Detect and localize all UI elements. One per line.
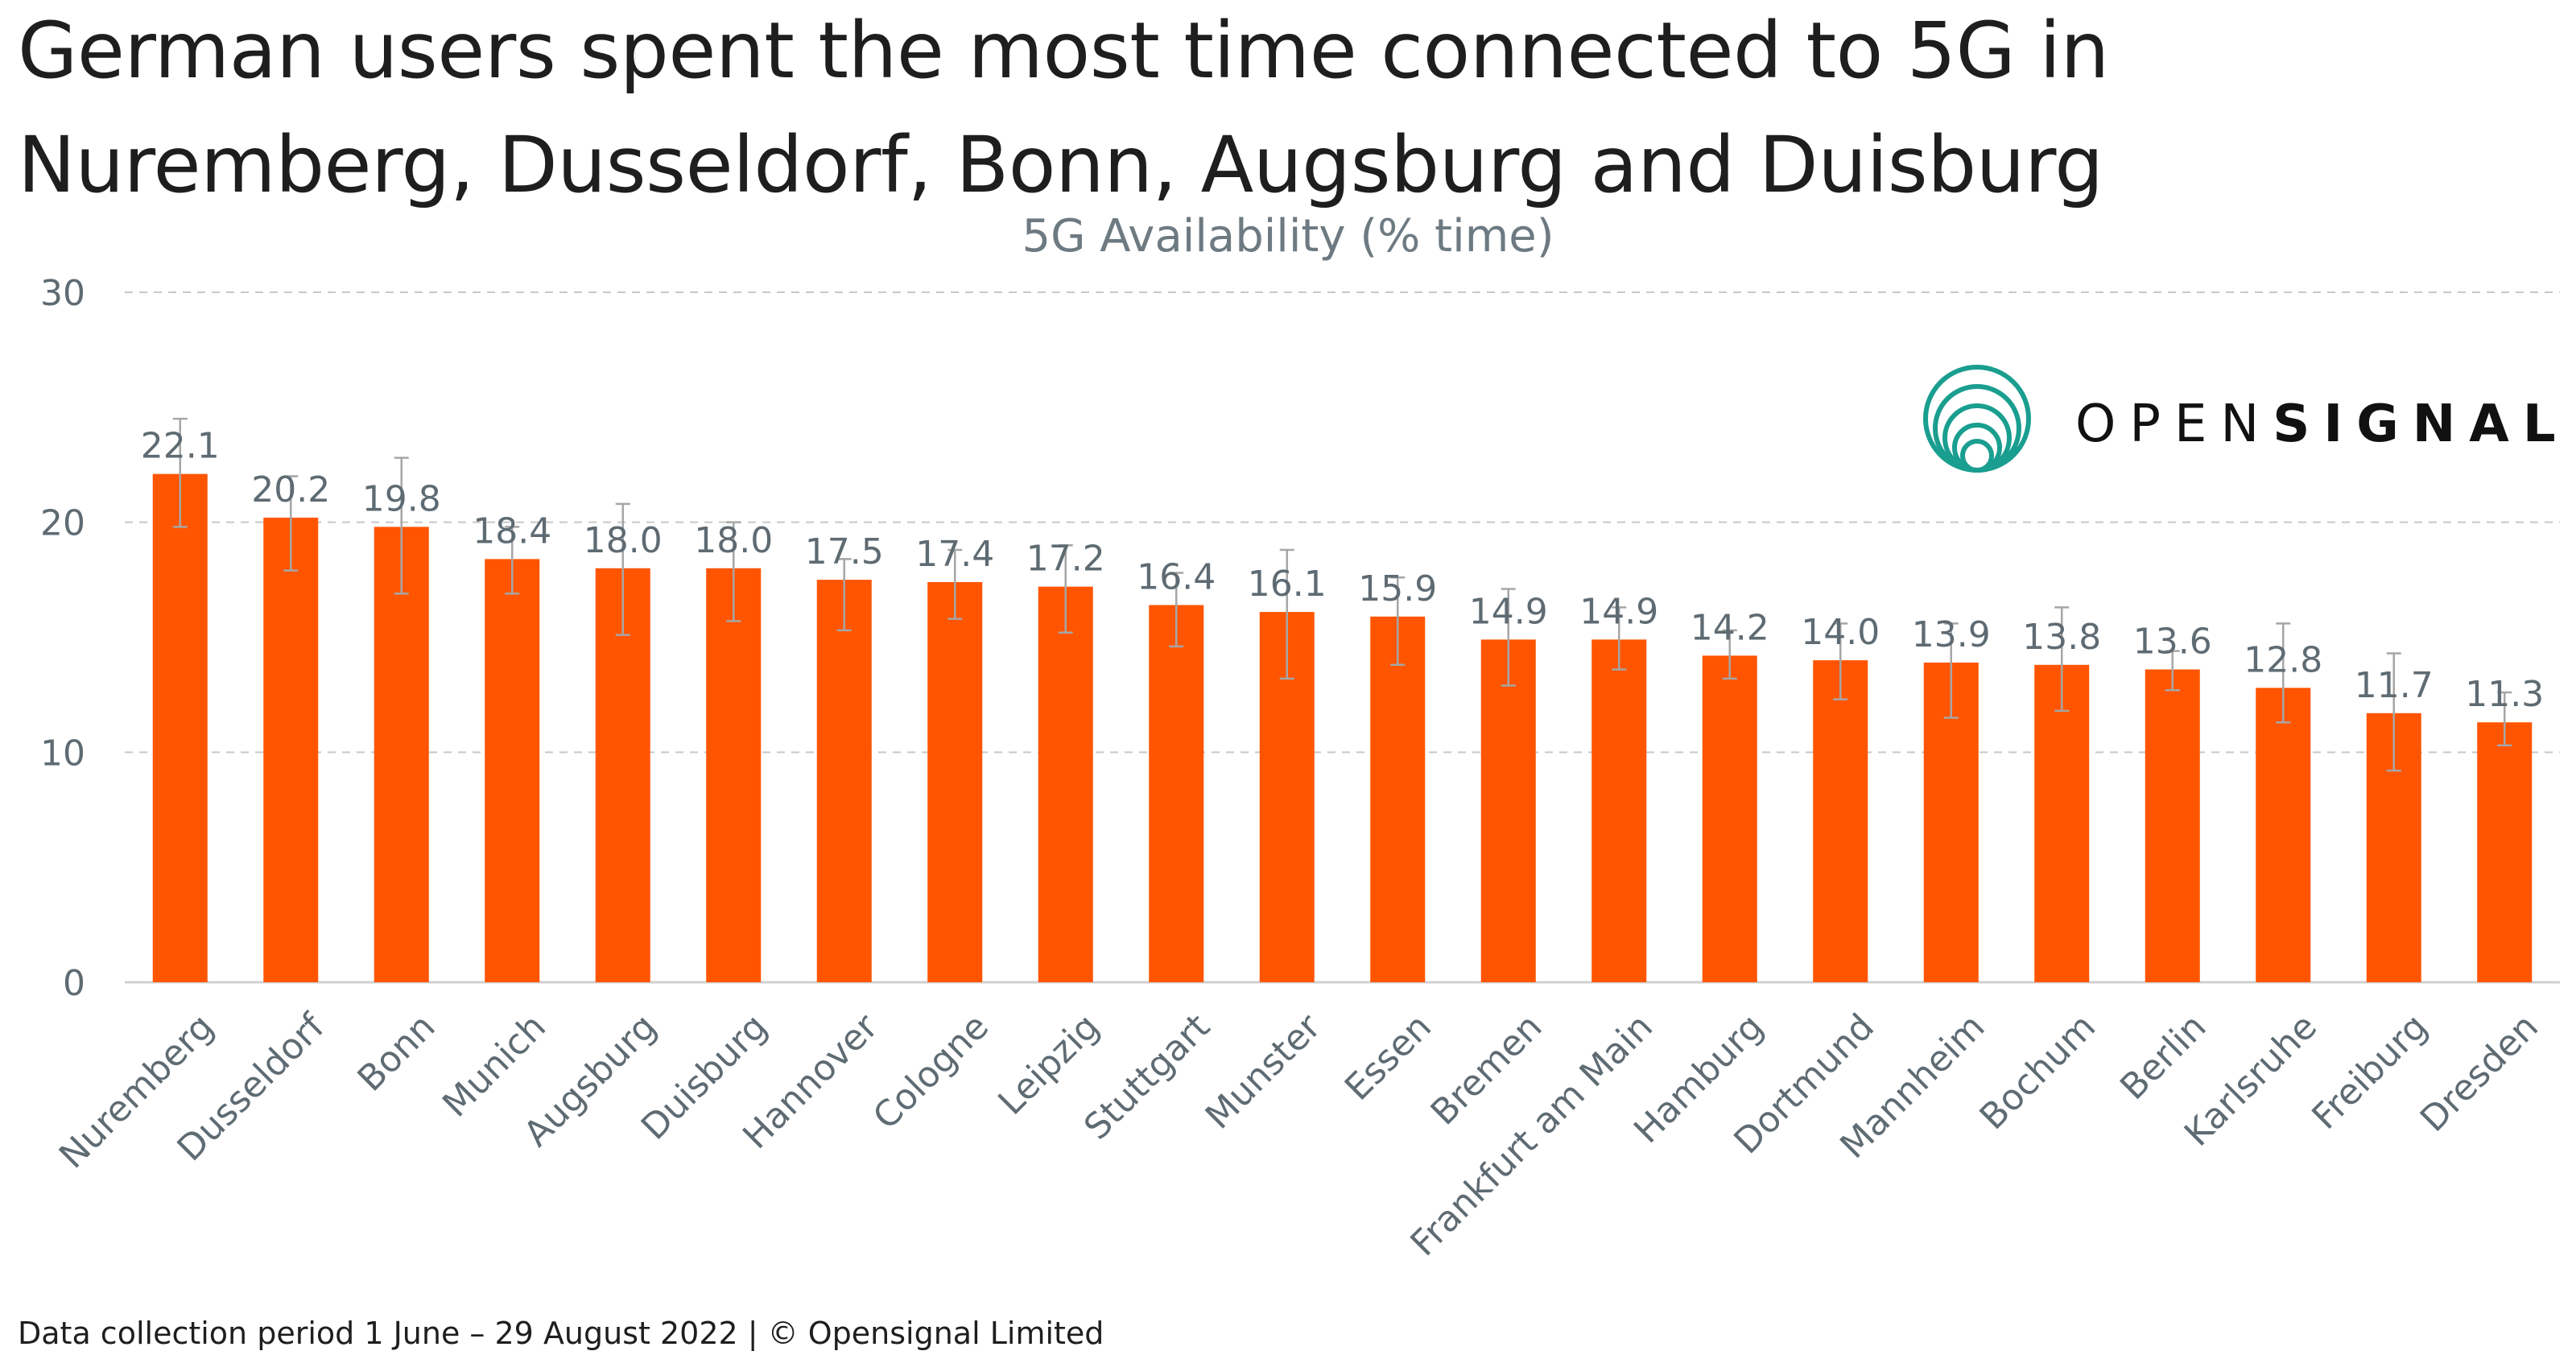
bar: [2034, 664, 2090, 982]
value-label: 14.0: [1801, 612, 1880, 653]
y-tick-label: 30: [40, 273, 85, 314]
value-label: 11.3: [2465, 674, 2544, 715]
value-label: 14.9: [1579, 591, 1658, 632]
value-label: 18.0: [584, 520, 663, 561]
x-tick-label: Essen: [1337, 1006, 1439, 1109]
footer-source-note: Data collection period 1 June – 29 Augus…: [18, 1316, 1104, 1351]
x-tick-label: Freiburg: [2304, 1006, 2435, 1138]
bars: [152, 473, 2533, 982]
bar: [1702, 655, 1757, 982]
value-label: 17.2: [1026, 539, 1105, 580]
x-tick-label: Cologne: [865, 1006, 997, 1138]
y-tick-label: 10: [40, 733, 85, 774]
value-label: 17.5: [805, 531, 884, 572]
y-tick-label: 0: [63, 963, 85, 1004]
error-bar: [172, 417, 188, 528]
x-tick-label: Munster: [1198, 1006, 1329, 1137]
error-bar: [1612, 606, 1627, 671]
bar: [1038, 586, 1093, 982]
bar: [2256, 688, 2311, 982]
value-label: 22.1: [141, 426, 220, 467]
headline-line-2: Nuremberg, Dusseldorf, Bonn, Augsburg an…: [18, 120, 2103, 210]
value-label: 18.4: [473, 510, 551, 552]
error-bar: [2165, 650, 2180, 692]
error-bar: [726, 521, 741, 622]
error-bar: [2497, 691, 2512, 747]
bar: [2477, 722, 2533, 982]
y-axis-ticks: 0 10 20 30: [40, 273, 85, 1004]
bar: [927, 581, 983, 982]
opensignal-wordmark-open: OPEN: [2075, 395, 2273, 454]
error-bar: [1501, 588, 1516, 687]
error-bar: [2054, 606, 2070, 713]
value-label: 14.9: [1469, 591, 1548, 632]
value-label: 16.1: [1248, 564, 1327, 605]
value-label: 20.2: [251, 469, 330, 510]
error-bars: [172, 417, 2512, 772]
error-bar: [1058, 543, 1073, 634]
value-label: 16.4: [1137, 557, 1216, 598]
error-bar: [947, 548, 963, 620]
bar: [485, 559, 540, 982]
value-label: 14.2: [1690, 607, 1769, 648]
opensignal-wordmark: OPENSIGNAL: [2075, 395, 2570, 454]
bar: [816, 580, 872, 982]
x-tick-label: Berlin: [2112, 1006, 2214, 1108]
bar: [263, 517, 319, 982]
bar: [706, 568, 762, 982]
chart-title: 5G Availability (% time): [1022, 210, 1554, 262]
bar: [1480, 639, 1536, 982]
error-bar: [615, 502, 630, 636]
error-bar: [2386, 652, 2401, 772]
value-label: 12.8: [2244, 639, 2322, 680]
opensignal-logo: OPENSIGNAL: [1923, 365, 2570, 473]
value-label: 13.8: [2022, 617, 2101, 658]
bar: [1591, 639, 1647, 982]
value-label: 17.4: [915, 534, 994, 575]
bar: [1149, 605, 1204, 982]
bar: [152, 473, 208, 982]
value-labels: 22.1 20.2 19.8 18.4 18.0 18.0 17.5 17.4 17.2 16.4…: [141, 426, 2544, 716]
bar: [1813, 660, 1868, 982]
value-label: 15.9: [1358, 568, 1437, 609]
error-bar: [836, 558, 852, 632]
x-tick-label: Dresden: [2413, 1006, 2546, 1140]
value-label: 13.6: [2133, 621, 2212, 662]
error-bar: [2276, 622, 2291, 724]
x-tick-label: Bochum: [1972, 1006, 2103, 1138]
value-label: 13.9: [1912, 614, 1991, 655]
opensignal-circles-icon: [1923, 365, 2031, 473]
bar: [374, 527, 429, 982]
error-bar: [1279, 548, 1294, 680]
error-bar: [1169, 572, 1184, 648]
error-bar: [1833, 622, 1848, 700]
error-bar: [1722, 629, 1737, 680]
value-label: 19.8: [362, 478, 441, 519]
error-bar: [505, 526, 520, 595]
y-tick-label: 20: [40, 503, 85, 544]
bar: [2145, 669, 2200, 982]
opensignal-wordmark-signal: SIGNAL: [2273, 395, 2569, 454]
error-bar: [394, 457, 409, 595]
error-bar: [1943, 622, 1959, 719]
chart-headline: German users spent the most time connect…: [18, 0, 2513, 222]
bar: [1370, 616, 1426, 982]
bar: [595, 568, 650, 982]
value-label: 11.7: [2355, 665, 2434, 706]
value-label: 18.0: [694, 520, 773, 561]
error-bar: [1390, 576, 1406, 667]
error-bar: [283, 475, 299, 572]
x-tick-label: Bonn: [350, 1006, 444, 1100]
headline-line-1: German users spent the most time connect…: [18, 6, 2109, 96]
